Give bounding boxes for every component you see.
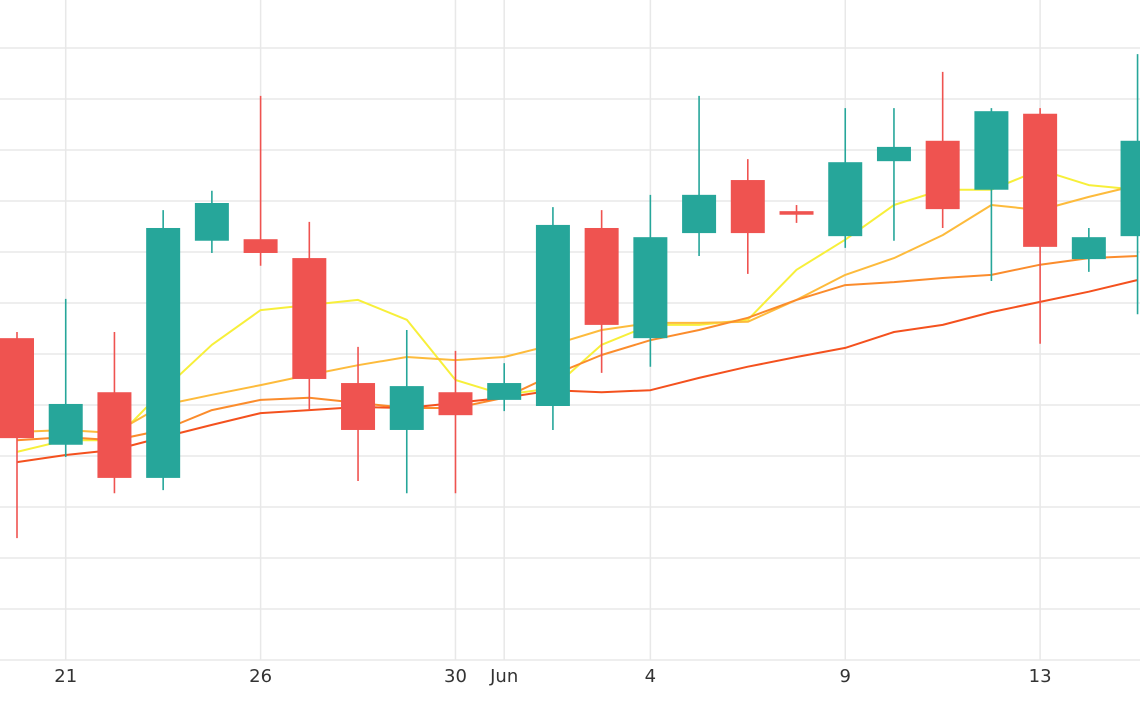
candle-body	[925, 140, 960, 210]
moving-average-line	[16, 184, 1138, 434]
candle-body	[828, 162, 863, 237]
candle-body	[438, 392, 473, 416]
x-tick-label: Jun	[489, 666, 518, 687]
candle-body	[1120, 140, 1140, 237]
candle-body	[341, 383, 376, 430]
moving-average-line	[16, 255, 1138, 442]
candle-body	[1023, 113, 1058, 247]
candle-body	[974, 111, 1009, 190]
candle-body	[146, 227, 181, 478]
x-tick-label: 9	[840, 666, 851, 687]
candle-body	[487, 383, 522, 400]
candle-body	[779, 211, 814, 215]
moving-average-line	[16, 279, 1138, 464]
x-tick-label: 4	[645, 666, 656, 687]
x-tick-label: 30	[444, 666, 467, 687]
candle-body	[292, 258, 327, 379]
candle-body	[0, 338, 34, 439]
candle-body	[194, 202, 229, 241]
candle-body	[584, 227, 619, 325]
candle-body	[535, 224, 570, 406]
x-tick-label: 21	[54, 666, 77, 687]
candle-body	[682, 194, 717, 234]
candle-body	[633, 237, 668, 339]
candle-body	[389, 386, 424, 430]
x-tick-label: 13	[1029, 666, 1052, 687]
candle-body	[48, 403, 83, 445]
candle-body	[243, 239, 278, 253]
candle-body	[730, 180, 765, 234]
x-tick-label: 26	[249, 666, 272, 687]
candle-body	[1071, 237, 1106, 260]
candle-body	[97, 392, 132, 478]
candle-body	[876, 146, 911, 162]
